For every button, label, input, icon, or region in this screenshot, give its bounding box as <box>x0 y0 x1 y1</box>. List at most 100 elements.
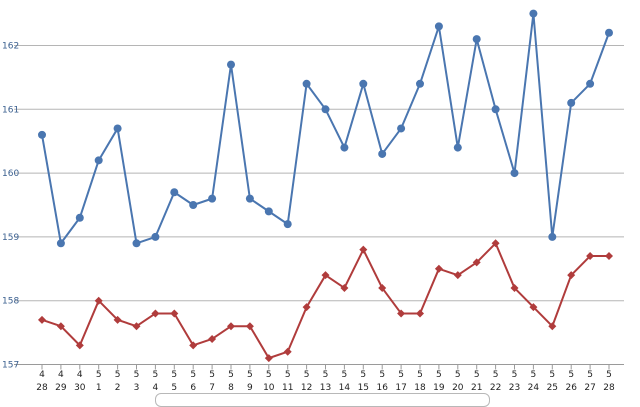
series-1-point <box>340 143 349 152</box>
y-tick-label: 158 <box>2 297 19 307</box>
series-2-point <box>378 283 387 292</box>
series-2-point <box>113 315 122 324</box>
series-1-point <box>151 232 160 241</box>
x-tick-label-day: 12 <box>301 383 312 393</box>
x-tick-label-day: 3 <box>134 383 140 393</box>
x-tick-label-day: 9 <box>247 383 253 393</box>
x-tick-label-month: 5 <box>531 370 537 380</box>
x-tick-label-month: 5 <box>266 370 272 380</box>
series-1-point <box>113 124 122 133</box>
x-tick-label-day: 10 <box>263 383 275 393</box>
series-1-point <box>245 194 254 203</box>
x-tick-label-day: 8 <box>228 383 234 393</box>
series-2-point <box>472 258 481 267</box>
x-tick-label-month: 5 <box>209 370 215 380</box>
series-1-point <box>586 79 595 88</box>
series-1-point <box>132 239 141 248</box>
series-2-point <box>227 322 235 331</box>
x-tick-label-day: 18 <box>414 383 426 393</box>
series-2-point <box>340 283 349 292</box>
range-scroll-handle[interactable] <box>155 393 490 407</box>
x-tick-label-month: 5 <box>493 370 499 380</box>
x-tick-label-day: 28 <box>36 383 48 393</box>
x-tick-label-month: 5 <box>134 370 140 380</box>
x-axis <box>14 364 624 370</box>
x-tick-label-month: 5 <box>436 370 442 380</box>
series-2-point <box>38 315 46 324</box>
series-1-point <box>397 124 406 133</box>
x-tick-label-month: 5 <box>587 370 593 380</box>
series-2-point <box>397 309 406 318</box>
x-tick-label-day: 15 <box>358 383 369 393</box>
y-tick-label: 159 <box>2 233 19 243</box>
series-2-point <box>321 271 330 280</box>
x-tick-label-month: 4 <box>77 370 83 380</box>
series-1-point <box>170 188 179 197</box>
x-tick-label-month: 4 <box>58 370 64 380</box>
x-tick-label-month: 5 <box>153 370 159 380</box>
x-tick-label-day: 2 <box>115 383 121 393</box>
x-tick-label-day: 1 <box>96 383 102 393</box>
series-1-point <box>434 22 443 31</box>
series-2-point <box>302 303 311 312</box>
x-tick-label-month: 5 <box>474 370 480 380</box>
series-1-point <box>567 98 576 107</box>
series-2-point <box>245 322 254 331</box>
x-tick-label-day: 11 <box>282 383 293 393</box>
x-tick-label-month: 4 <box>39 370 45 380</box>
series-1-point <box>227 60 235 69</box>
series-1-point <box>283 220 292 229</box>
series-1-point <box>321 105 330 114</box>
x-tick-label-day: 27 <box>584 383 595 393</box>
series-2-point <box>510 283 519 292</box>
series-lines <box>41 12 610 360</box>
y-tick-label: 161 <box>2 105 19 115</box>
series-1-point <box>56 239 65 248</box>
series-1-point <box>510 169 519 178</box>
x-tick-label-day: 26 <box>565 383 577 393</box>
series-1-point <box>605 28 613 37</box>
x-tick-label-day: 5 <box>171 383 177 393</box>
series-markers <box>38 9 613 363</box>
x-tick-label-month: 5 <box>360 370 366 380</box>
x-tick-label-day: 30 <box>74 383 86 393</box>
series-1-point <box>264 207 273 216</box>
series-2-point <box>529 303 538 312</box>
x-tick-label-month: 5 <box>304 370 310 380</box>
x-tick-label-day: 17 <box>395 383 406 393</box>
series-2-point <box>434 264 443 273</box>
series-1-line <box>41 12 610 245</box>
x-tick-label-day: 14 <box>339 383 351 393</box>
x-tick-label-day: 19 <box>433 383 445 393</box>
x-tick-label-day: 20 <box>452 383 464 393</box>
series-1-point <box>302 79 311 88</box>
x-tick-label-month: 5 <box>115 370 121 380</box>
x-tick-label-month: 5 <box>568 370 574 380</box>
x-tick-label-month: 5 <box>606 370 612 380</box>
x-tick-label-month: 5 <box>379 370 385 380</box>
series-2-point <box>586 252 595 261</box>
x-tick-label-month: 5 <box>96 370 102 380</box>
series-2-point <box>264 354 273 363</box>
x-tick-label-day: 4 <box>153 383 159 393</box>
x-tick-label-day: 21 <box>471 383 482 393</box>
series-2-point <box>453 271 462 280</box>
series-1-point <box>378 149 387 158</box>
series-2-point <box>359 245 368 254</box>
x-tick-label-month: 5 <box>247 370 253 380</box>
y-tick-label: 162 <box>2 42 19 52</box>
series-2-point <box>75 341 84 350</box>
series-1-point <box>529 9 538 18</box>
series-2-point <box>548 322 557 331</box>
series-1-point <box>189 201 198 209</box>
series-2-point <box>94 296 103 305</box>
series-1-point <box>472 35 481 44</box>
x-tick-label-day: 29 <box>55 383 67 393</box>
x-tick-label-month: 5 <box>398 370 404 380</box>
series-1-point <box>416 79 424 88</box>
x-tick-label-day: 13 <box>320 383 331 393</box>
series-1-point <box>208 194 217 203</box>
x-tick-label-day: 23 <box>509 383 520 393</box>
